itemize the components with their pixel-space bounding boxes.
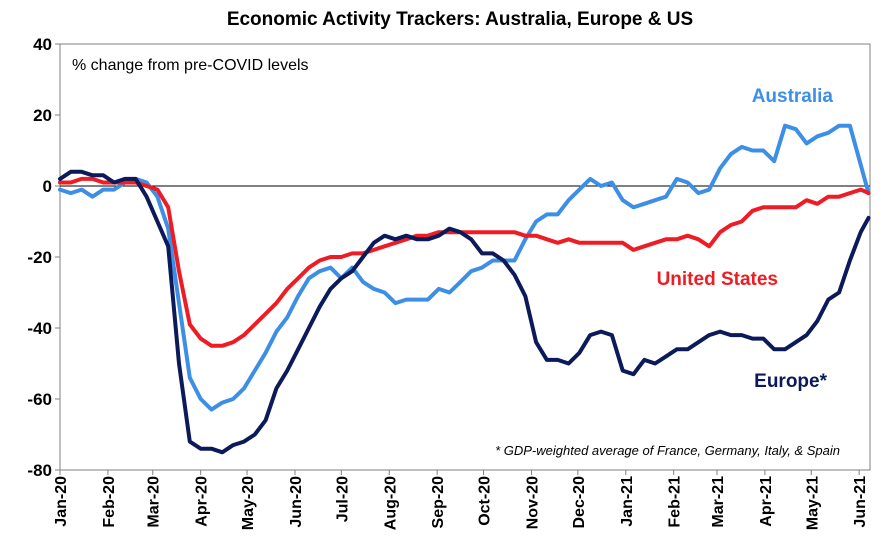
x-tick-label: Feb-20 [101,476,118,528]
series-label-united-states: United States [657,269,778,290]
x-tick-label: Feb-21 [667,476,684,528]
y-tick-label: 40 [33,35,52,54]
series-line-europe [58,169,871,455]
x-tick-label: Apr-21 [758,476,775,527]
x-tick-label: Jun-21 [852,476,869,528]
x-tick-label: Jun-20 [288,476,305,528]
x-tick-label: Apr-20 [194,476,211,527]
series-label-europe: Europe* [754,371,827,392]
y-tick-label: -40 [27,319,52,338]
chart-footnote: * GDP-weighted average of France, German… [495,443,840,458]
x-tick-label: Dec-20 [571,476,588,529]
series-line-australia [58,123,871,412]
plot-area [59,43,871,471]
x-tick-label: Jul-20 [334,476,351,522]
x-tick-label: Aug-20 [382,476,399,530]
x-tick-label: Sep-20 [430,476,447,529]
x-tick-label: Jan-21 [619,476,636,527]
x-tick-label: Mar-20 [146,476,163,528]
y-tick-label: 0 [43,177,52,196]
y-tick-label: 20 [33,106,52,125]
series-group [58,123,871,455]
chart-title: Economic Activity Trackers: Australia, E… [227,9,693,30]
y-tick-label: -20 [27,248,52,267]
x-axis: Jan-20 Feb-20 Mar-20 Apr-20 May-20 Jun-20 Jul-… [53,470,869,530]
y-axis: 40 20 0 -20 -40 -60 -80 [27,35,60,480]
y-tick-label: -80 [27,461,52,480]
x-tick-label: Nov-20 [524,476,541,529]
series-label-australia: Australia [752,86,834,107]
x-tick-label: Mar-21 [710,476,727,528]
y-tick-label: -60 [27,390,52,409]
x-tick-label: May-20 [240,476,257,530]
x-tick-label: Jan-20 [53,476,70,527]
chart-subtitle: % change from pre-COVID levels [72,57,309,74]
series-line-united-states [58,176,871,348]
x-tick-label: May-21 [804,476,821,530]
x-tick-label: Oct-20 [477,476,494,526]
